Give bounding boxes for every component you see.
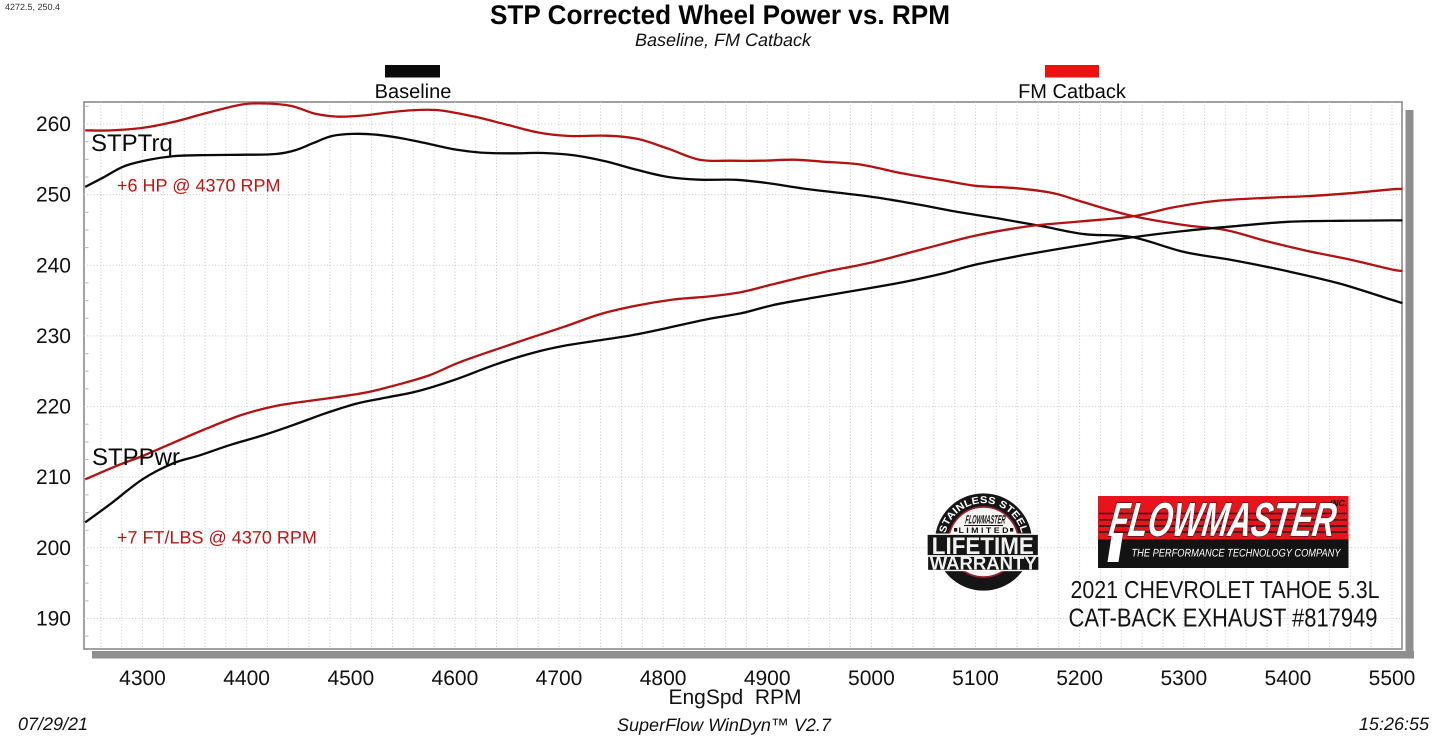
- svg-text:5200: 5200: [1056, 667, 1103, 690]
- svg-text:240: 240: [36, 254, 71, 277]
- svg-text:4800: 4800: [640, 667, 687, 690]
- svg-text:4500: 4500: [327, 667, 374, 690]
- svg-text:15:26:55: 15:26:55: [1359, 714, 1430, 734]
- svg-text:+7 FT/LBS @ 4370 RPM: +7 FT/LBS @ 4370 RPM: [117, 528, 317, 548]
- svg-text:5000: 5000: [848, 667, 895, 690]
- svg-text:WARRANTY: WARRANTY: [930, 552, 1038, 573]
- svg-text:STP Corrected Wheel Power vs.: STP Corrected Wheel Power vs. RPM: [490, 0, 950, 30]
- svg-text:5500: 5500: [1369, 667, 1416, 690]
- svg-text:230: 230: [36, 325, 71, 348]
- svg-text:Baseline: Baseline: [375, 81, 452, 103]
- svg-text:LIFETIME: LIFETIME: [932, 533, 1034, 560]
- svg-text:190: 190: [36, 608, 71, 631]
- svg-text:THE PERFORMANCE TECHNOLOGY COM: THE PERFORMANCE TECHNOLOGY COMPANY: [1132, 548, 1342, 560]
- svg-text:4900: 4900: [744, 667, 791, 690]
- svg-text:L I M I T E D: L I M I T E D: [959, 526, 1009, 535]
- svg-text:210: 210: [36, 466, 71, 489]
- svg-text:EngSpd RPM: EngSpd RPM: [668, 686, 801, 709]
- svg-text:07/29/21: 07/29/21: [18, 714, 88, 734]
- svg-text:FM Catback: FM Catback: [1018, 81, 1127, 103]
- svg-text:4400: 4400: [223, 667, 270, 690]
- svg-text:4600: 4600: [432, 667, 479, 690]
- svg-text:2021 CHEVROLET TAHOE 5.3L: 2021 CHEVROLET TAHOE 5.3L: [1071, 577, 1380, 604]
- svg-text:Baseline, FM Catback: Baseline, FM Catback: [635, 30, 812, 50]
- svg-text:220: 220: [36, 396, 71, 419]
- svg-text:4300: 4300: [119, 667, 166, 690]
- svg-text:STPPwr: STPPwr: [92, 444, 180, 471]
- svg-text:4272.5, 250.4: 4272.5, 250.4: [5, 2, 60, 12]
- svg-text:250: 250: [36, 184, 71, 207]
- svg-text:200: 200: [36, 537, 71, 560]
- svg-text:5300: 5300: [1160, 667, 1207, 690]
- svg-text:CAT-BACK EXHAUST #817949: CAT-BACK EXHAUST #817949: [1069, 603, 1378, 633]
- svg-text:5100: 5100: [952, 667, 999, 690]
- svg-text:5400: 5400: [1265, 667, 1312, 690]
- svg-text:INC.: INC.: [1330, 498, 1347, 508]
- svg-text:4700: 4700: [536, 667, 583, 690]
- svg-text:+6 HP @ 4370 RPM: +6 HP @ 4370 RPM: [117, 176, 281, 196]
- svg-text:FLOWMASTER: FLOWMASTER: [965, 513, 1007, 527]
- svg-text:SuperFlow WinDyn™ V2.7: SuperFlow WinDyn™ V2.7: [617, 715, 832, 735]
- svg-text:260: 260: [36, 113, 71, 136]
- svg-text:FLOWMASTER: FLOWMASTER: [1106, 494, 1340, 547]
- svg-text:STPTrq: STPTrq: [91, 130, 173, 157]
